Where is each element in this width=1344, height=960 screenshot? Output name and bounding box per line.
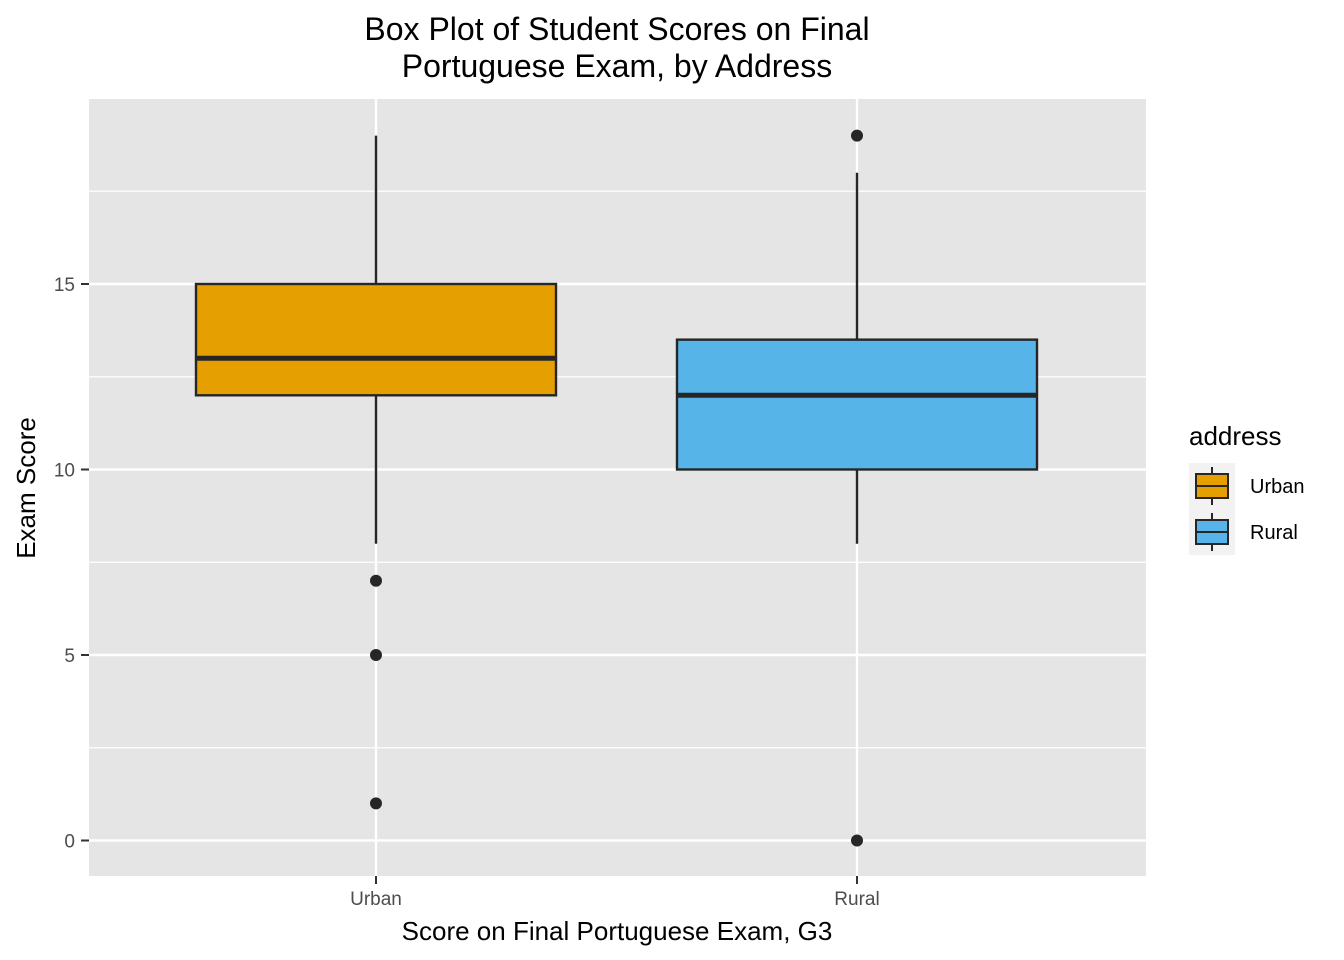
legend-title: address [1189,421,1282,451]
outlier-point [851,129,863,142]
y-tick-label: 15 [54,275,75,296]
legend-entry-rural: Rural [1189,509,1298,555]
legend-keys: Urban Rural [1189,463,1304,555]
x-tick-label: Rural [834,889,879,910]
axis-layer: 0 5 10 15 Urban Rural [54,275,880,910]
chart-title-line-1: Box Plot of Student Scores on Final [364,11,869,47]
legend-entry-urban: Urban [1189,463,1304,509]
legend-label: Rural [1250,522,1298,544]
outlier-point [370,797,382,810]
box-iqr [675,338,1039,471]
y-tick-label: 10 [54,461,75,482]
y-tick-label: 0 [64,832,75,853]
plot-panel [89,99,1146,876]
outlier-point [851,834,863,847]
box-urban [194,135,558,810]
outlier-point [370,574,382,587]
legend-label: Urban [1250,476,1304,498]
x-tick-label: Urban [350,889,402,910]
box-rural [675,129,1039,847]
outlier-point [370,649,382,661]
chart-title-line-2: Portuguese Exam, by Address [402,48,832,84]
box-layer [194,129,1039,847]
legend: address Urban Rural [1189,421,1304,555]
y-tick-label: 5 [64,646,75,667]
x-axis-title: Score on Final Portuguese Exam, G3 [402,916,833,946]
y-axis-title: Exam Score [11,417,41,559]
box-iqr [194,282,558,397]
